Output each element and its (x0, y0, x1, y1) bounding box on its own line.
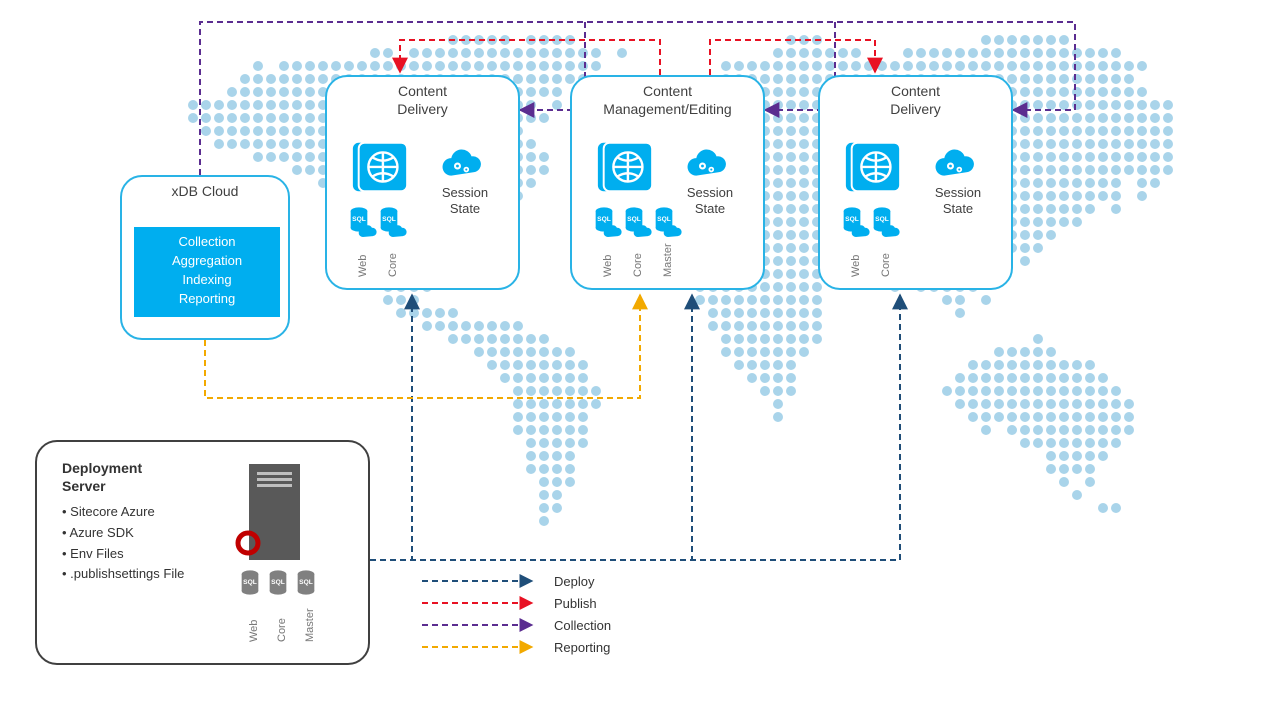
sql-db-icon: SQL (624, 207, 644, 235)
db-label: Core (632, 253, 644, 277)
sql-db-icon: SQL (594, 207, 614, 235)
web-app-icon (842, 135, 904, 200)
svg-text:SQL: SQL (243, 579, 257, 586)
svg-text:SQL: SQL (845, 216, 859, 223)
session-state-label: SessionState (680, 185, 740, 218)
svg-text:SQL: SQL (271, 579, 285, 586)
db-label: Core (880, 253, 892, 277)
svg-text:SQL: SQL (627, 216, 641, 223)
box-deployment-server: DeploymentServer Sitecore AzureAzure SDK… (35, 440, 370, 665)
box-content-delivery-right: ContentDelivery SessionState SQL Web SQL… (818, 75, 1013, 290)
db-label: Master (662, 243, 674, 277)
legend-label: Reporting (554, 640, 610, 655)
sql-db-icon: SQL (268, 570, 288, 598)
sitecore-ring-icon (235, 530, 261, 559)
sql-db-icon: SQL (842, 207, 862, 235)
xdb-services-block: CollectionAggregationIndexingReporting (134, 227, 280, 317)
cd2-title: ContentDelivery (820, 83, 1011, 118)
box-content-delivery-left: ContentDelivery SessionState SQL Web SQL… (325, 75, 520, 290)
sql-db-icon: SQL (296, 570, 316, 598)
legend-line-icon (420, 596, 540, 610)
db-label: Core (387, 253, 399, 277)
cm-title: ContentManagement/Editing (572, 83, 763, 118)
dep-title: DeploymentServer (62, 460, 142, 495)
legend-label: Deploy (554, 574, 594, 589)
svg-text:SQL: SQL (657, 216, 671, 223)
svg-text:SQL: SQL (352, 216, 366, 223)
sql-db-icon: SQL (872, 207, 892, 235)
svg-text:SQL: SQL (382, 216, 396, 223)
legend-label: Publish (554, 596, 597, 611)
legend-line-icon (420, 618, 540, 632)
legend-row: Reporting (420, 636, 611, 658)
web-app-icon (349, 135, 411, 200)
sql-db-icon: SQL (654, 207, 674, 235)
db-label: Web (850, 255, 862, 277)
legend-line-icon (420, 574, 540, 588)
db-label: Web (602, 255, 614, 277)
legend-row: Publish (420, 592, 611, 614)
legend-row: Deploy (420, 570, 611, 592)
xdb-title: xDB Cloud (122, 183, 288, 201)
db-label: Web (357, 255, 369, 277)
session-state-icon (439, 149, 483, 186)
session-state-label: SessionState (435, 185, 495, 218)
db-label: Master (304, 608, 316, 642)
dep-bullet-list: Sitecore AzureAzure SDKEnv Files.publish… (62, 502, 184, 585)
db-label: Core (276, 618, 288, 642)
sql-db-icon: SQL (349, 207, 369, 235)
svg-text:SQL: SQL (299, 579, 313, 586)
legend-line-icon (420, 640, 540, 654)
box-xdb-cloud: xDB Cloud CollectionAggregationIndexingR… (120, 175, 290, 340)
session-state-icon (932, 149, 976, 186)
session-state-icon (684, 149, 728, 186)
svg-text:SQL: SQL (597, 216, 611, 223)
sql-db-icon: SQL (379, 207, 399, 235)
legend-label: Collection (554, 618, 611, 633)
box-content-management: ContentManagement/Editing SessionState S… (570, 75, 765, 290)
legend: Deploy Publish Collection Reporting (420, 570, 611, 658)
legend-row: Collection (420, 614, 611, 636)
svg-text:SQL: SQL (875, 216, 889, 223)
db-label: Web (248, 620, 260, 642)
cd1-title: ContentDelivery (327, 83, 518, 118)
sql-db-icon: SQL (240, 570, 260, 598)
web-app-icon (594, 135, 656, 200)
session-state-label: SessionState (928, 185, 988, 218)
